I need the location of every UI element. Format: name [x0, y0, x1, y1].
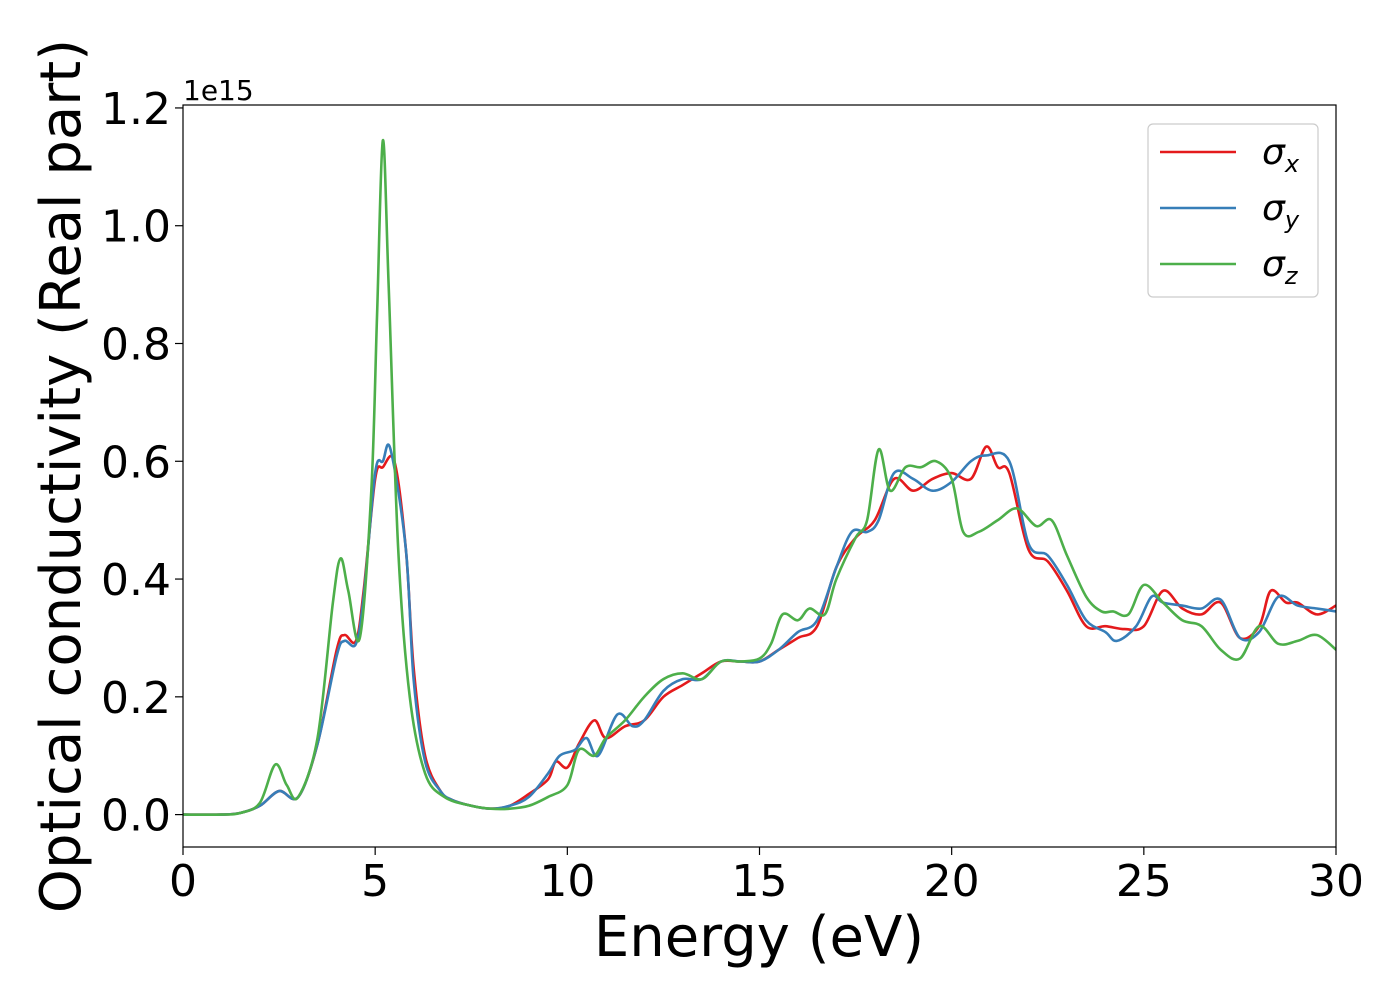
legend-label-z: σz: [1262, 244, 1299, 290]
y-tick-label: 0.8: [101, 320, 171, 371]
x-tick-label: 25: [1116, 856, 1172, 907]
series-line-z: [183, 139, 1336, 817]
x-tick-label: 10: [539, 856, 595, 907]
x-axis: 0 5 10 15 20 25 30: [169, 847, 1364, 907]
y-tick-label: 1.0: [101, 202, 171, 253]
legend-label-x: σx: [1262, 132, 1300, 178]
x-tick-label: 20: [924, 856, 980, 907]
y-axis-label: Optical conductivity (Real part): [29, 39, 94, 913]
y-axis-offset-text: 1e15: [183, 74, 254, 107]
series-lines: [183, 139, 1336, 817]
y-tick-label: 0.6: [101, 437, 171, 488]
y-tick-label: 0.2: [101, 673, 171, 724]
legend: σx σy σz: [1147, 123, 1319, 298]
y-tick-label: 0.0: [101, 791, 171, 842]
x-tick-label: 5: [361, 856, 389, 907]
x-tick-label: 0: [169, 856, 197, 907]
y-tick-label: 0.4: [101, 555, 171, 606]
x-axis-label: Energy (eV): [594, 905, 924, 970]
series-line-y: [183, 443, 1336, 817]
y-axis: 0.0 0.2 0.4 0.6 0.8 1.0 1.2: [101, 84, 183, 842]
legend-box: [1147, 123, 1319, 298]
x-tick-label: 15: [732, 856, 788, 907]
x-tick-label: 30: [1308, 856, 1364, 907]
legend-label-y: σy: [1262, 188, 1300, 234]
y-tick-label: 1.2: [101, 84, 171, 135]
